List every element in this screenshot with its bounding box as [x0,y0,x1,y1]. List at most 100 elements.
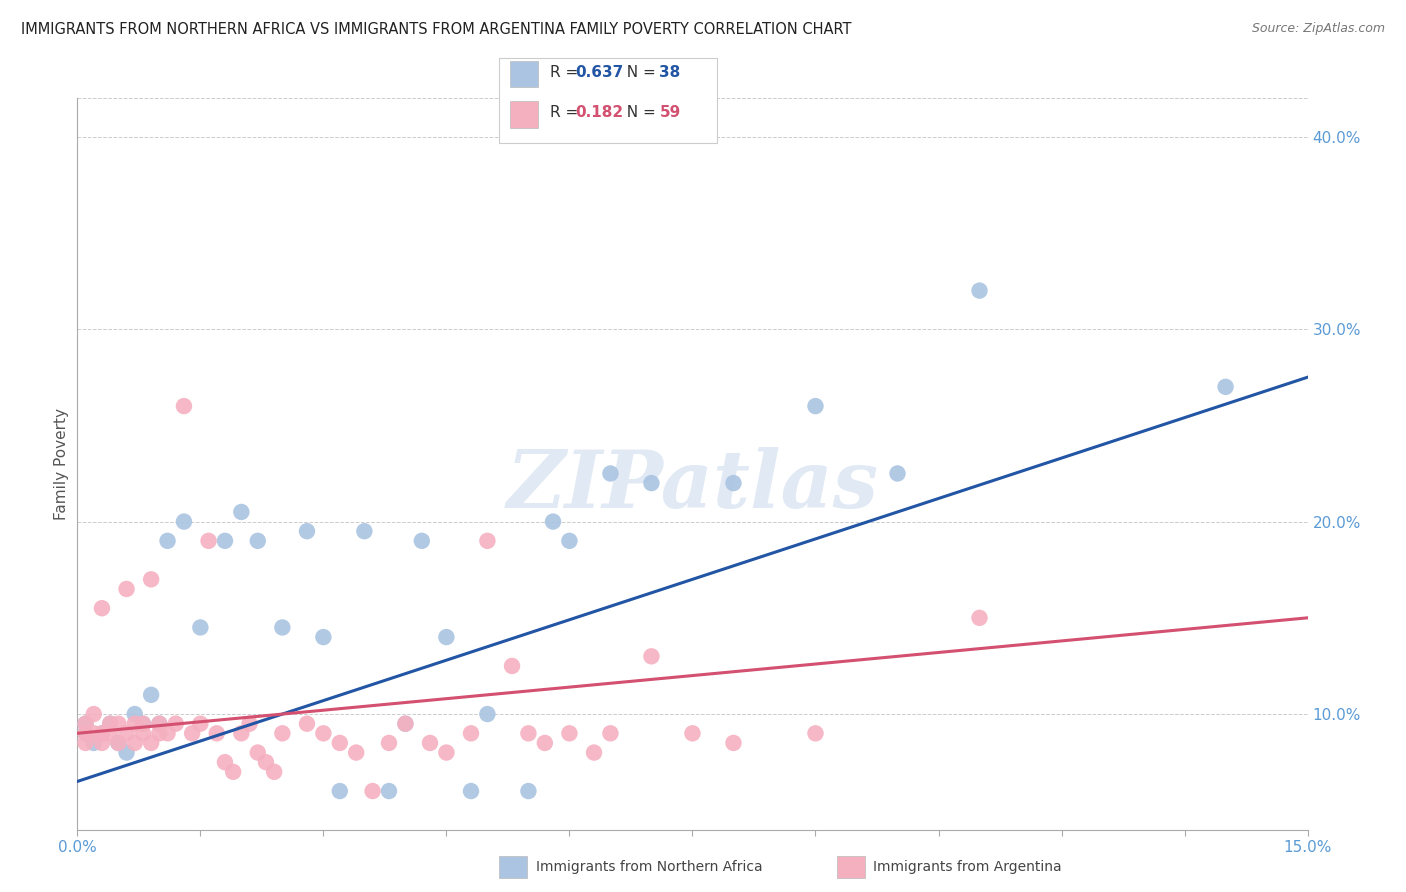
Point [231,726,253,740]
Point [599,467,621,481]
Text: R =: R = [550,105,583,120]
Point [222,764,245,779]
Point [361,784,384,798]
Point [558,533,581,548]
Point [1215,380,1237,394]
Point [477,533,499,548]
Point [477,707,499,722]
Point [394,716,416,731]
Point [534,736,557,750]
Point [263,764,285,779]
Point [124,736,146,750]
Point [344,746,367,760]
Text: ZIPatlas: ZIPatlas [506,447,879,524]
Text: IMMIGRANTS FROM NORTHERN AFRICA VS IMMIGRANTS FROM ARGENTINA FAMILY POVERTY CORR: IMMIGRANTS FROM NORTHERN AFRICA VS IMMIG… [21,22,852,37]
Point [411,533,433,548]
Point [460,726,482,740]
Point [558,726,581,740]
Point [205,726,228,740]
Point [329,784,352,798]
Point [517,726,540,740]
Point [501,659,523,673]
Point [173,399,195,413]
Text: Source: ZipAtlas.com: Source: ZipAtlas.com [1251,22,1385,36]
Point [214,755,236,769]
Text: Immigrants from Northern Africa: Immigrants from Northern Africa [536,860,762,874]
Point [460,784,482,798]
Point [231,505,253,519]
Point [246,533,269,548]
Text: 38: 38 [659,65,681,79]
Point [436,746,458,760]
Text: Immigrants from Argentina: Immigrants from Argentina [873,860,1062,874]
Point [436,630,458,644]
Point [173,515,195,529]
Point [804,399,827,413]
Point [98,716,121,731]
Point [90,726,114,740]
Text: 0.182: 0.182 [575,105,623,120]
Point [723,476,745,491]
Point [329,736,352,750]
Point [83,726,105,740]
Point [141,736,163,750]
Point [75,716,97,731]
Point [141,688,163,702]
Point [148,726,170,740]
Point [640,476,662,491]
Point [239,716,262,731]
Point [254,755,277,769]
Point [115,746,138,760]
Point [83,736,105,750]
Text: 0.637: 0.637 [575,65,623,79]
Point [98,716,121,731]
Text: 59: 59 [659,105,681,120]
Point [83,707,105,722]
Point [115,726,138,740]
Point [156,726,179,740]
Point [583,746,606,760]
Point [156,533,179,548]
Point [124,707,146,722]
Point [107,736,129,750]
Point [312,726,335,740]
Point [75,726,97,740]
Point [378,736,401,750]
Point [197,533,219,548]
Point [75,736,97,750]
Point [969,284,991,298]
Point [969,611,991,625]
Point [886,467,908,481]
Point [640,649,662,664]
Point [90,726,114,740]
Point [148,716,170,731]
Point [599,726,621,740]
Point [124,716,146,731]
Text: N =: N = [617,105,661,120]
Point [723,736,745,750]
Point [132,726,155,740]
Point [214,533,236,548]
Point [148,716,170,731]
Point [90,736,114,750]
Point [271,620,294,634]
Point [132,716,155,731]
Point [271,726,294,740]
Point [181,726,204,740]
Point [188,716,212,731]
Point [419,736,441,750]
Point [115,582,138,596]
Point [98,726,121,740]
Point [246,746,269,760]
Point [378,784,401,798]
Point [75,726,97,740]
Text: N =: N = [617,65,661,79]
Point [517,784,540,798]
Point [312,630,335,644]
Point [165,716,187,731]
Point [541,515,564,529]
Y-axis label: Family Poverty: Family Poverty [53,408,69,520]
Point [295,524,318,539]
Point [141,572,163,586]
Point [107,736,129,750]
